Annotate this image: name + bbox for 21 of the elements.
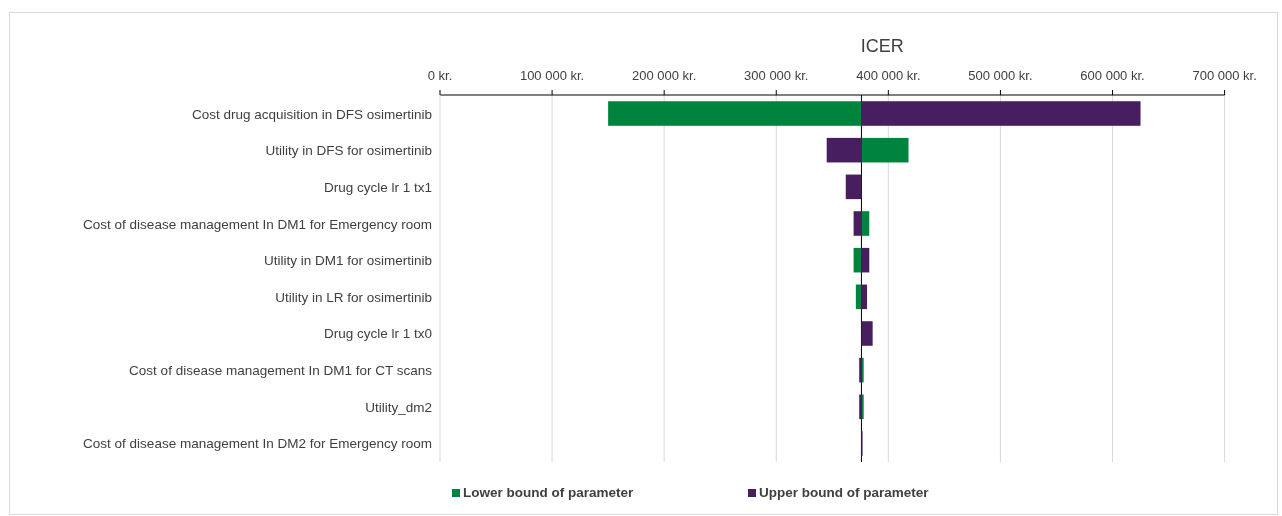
x-tick-label: 700 000 kr. [1192,68,1257,83]
x-tick-label: 600 000 kr. [1080,68,1145,83]
legend-label: Upper bound of parameter [759,485,930,500]
x-tick-label: 100 000 kr. [519,68,585,83]
y-tick-label: Drug cycle lr 1 tx1 [323,179,432,195]
x-tick-label: 500 000 kr. [968,68,1033,83]
y-tick-label: Cost of disease management In DM1 for CT scans [129,363,433,379]
y-tick-label: Utility in DM1 for osimertinib [263,253,432,269]
chart-title: ICER [860,36,904,56]
x-tick-label: 0 kr. [427,68,453,83]
y-tick-label: Utility_dm2 [365,399,432,415]
x-tick-label: 400 000 kr. [856,68,921,83]
y-tick-label: Utility in LR for osimertinib [275,289,432,305]
y-tick-label: Cost drug acquisition in DFS osimertinib [191,106,432,122]
y-tick-label: Cost of disease management In DM2 for Emergency room [83,436,432,452]
legend-label: Lower bound of parameter [463,485,635,500]
y-tick-label: Drug cycle lr 1 tx0 [323,326,432,342]
y-tick-label: Utility in DFS for osimertinib [265,143,432,159]
x-tick-label: 300 000 kr. [744,68,809,83]
y-tick-label: Cost of disease management In DM1 for Emergency room [83,216,432,232]
x-tick-label: 200 000 kr. [632,68,697,83]
